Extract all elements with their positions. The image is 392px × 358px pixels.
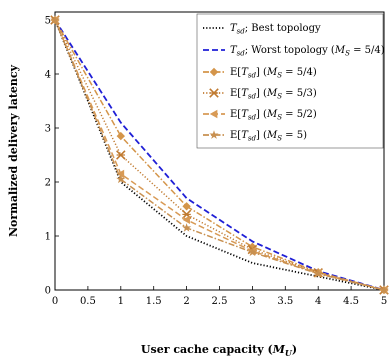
legend-label: E[Tsd] (MS = 5/2) [230,109,317,122]
x-tick-label: 4.5 [343,296,359,307]
x-tick-label: 1 [118,296,124,307]
data-point [50,15,60,24]
legend-label: E[Tsd] (MS = 5) [230,130,307,143]
legend-entry: Tsd; Worst topology (MS = 5/4) [203,45,385,58]
x-tick-label: 0 [52,296,58,307]
y-tick-label: 4 [45,70,51,81]
legend-marker [209,67,219,77]
y-axis-label: Normalized delivery latency [7,64,20,237]
y-tick-label: 3 [45,124,51,135]
x-tick-label: 0.5 [80,296,96,307]
x-tick-label: 2 [183,296,189,307]
legend-box [196,13,384,149]
series-1 [54,19,385,291]
series-line [54,19,385,291]
legend-entry: E[Tsd] (MS = 5/2) [203,109,317,122]
data-point [379,285,389,294]
legend-entry: E[Tsd] (MS = 5/3) [203,88,317,101]
x-tick-label: 4 [315,296,321,307]
x-tick-label: 5 [381,296,387,307]
legend-marker [209,88,219,98]
x-axis-label: User cache capacity (MU) [141,343,297,358]
data-point [116,169,125,179]
series-line [54,19,385,291]
x-tick-label: 1.5 [146,296,162,307]
legend-entry: E[Tsd] (MS = 5) [203,130,307,143]
data-point [182,215,190,224]
data-point [182,202,191,211]
x-tick-label: 3.5 [277,296,293,307]
legend-marker [209,130,219,139]
series-6 [50,15,389,294]
y-tick-label: 1 [45,232,51,243]
data-point [182,223,192,232]
y-tick-label: 5 [45,16,51,27]
legend-label: E[Tsd] (MS = 5/3) [230,88,317,101]
series-layer [50,15,389,295]
data-point [116,150,126,160]
data-point [116,131,125,141]
y-tick-label: 2 [45,178,51,189]
data-point [116,174,126,184]
x-tick-label: 3 [249,296,255,307]
y-tick-label: 0 [45,286,51,297]
series-2 [54,19,385,291]
x-tick-label: 2.5 [212,296,228,307]
legend-label: E[Tsd] (MS = 5/4) [230,67,317,80]
series-line [54,19,385,291]
data-point [313,269,323,278]
legend-entry: Tsd; Best topology [203,23,321,36]
axis-ticks: 0 0.5 1 1.5 2 2.5 3 3.5 4 4.5 5 0 1 2 3 4 5 [45,16,388,308]
legend-label: Tsd; Worst topology (MS = 5/4) [230,45,385,58]
legend-entry: E[Tsd] (MS = 5/4) [203,67,317,80]
data-point [247,247,257,257]
legend: Tsd; Best topology Tsd; Worst topology (M… [196,13,385,149]
legend-marker [209,109,218,119]
legend-label: Tsd; Best topology [230,23,321,36]
